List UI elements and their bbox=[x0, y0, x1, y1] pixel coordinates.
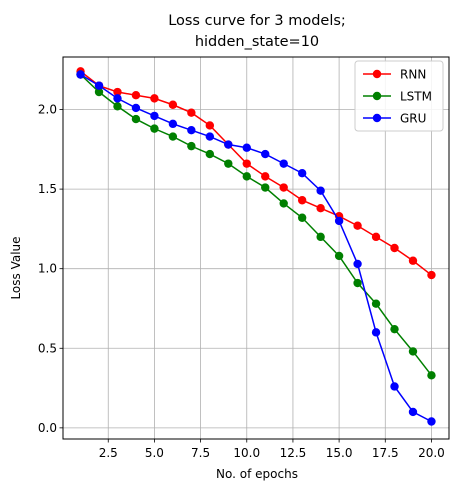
legend-item-gru: GRU bbox=[363, 112, 426, 126]
data-point-rnn bbox=[150, 94, 159, 103]
data-point-gru bbox=[408, 407, 418, 417]
data-point-gru bbox=[427, 417, 436, 426]
data-point-lstm bbox=[242, 172, 251, 181]
y-tick-label: 1.5 bbox=[38, 182, 57, 196]
y-tick-label: 2.0 bbox=[38, 103, 57, 117]
data-point-rnn bbox=[427, 270, 436, 280]
series-gru bbox=[76, 70, 436, 426]
y-axis-label: Loss Value bbox=[9, 236, 23, 299]
data-point-gru bbox=[297, 168, 307, 178]
data-point-lstm bbox=[131, 114, 141, 124]
data-point-lstm bbox=[316, 232, 325, 242]
x-tick-label: 2.5 bbox=[99, 446, 118, 460]
data-point-rnn bbox=[205, 121, 215, 130]
x-tick-label: 17.5 bbox=[372, 446, 399, 460]
data-point-gru bbox=[316, 186, 325, 195]
data-point-gru bbox=[205, 132, 215, 141]
legend-marker-lstm bbox=[372, 91, 382, 101]
x-axis-label: No. of epochs bbox=[216, 467, 298, 481]
axis-ticks: 2.5 5.0 7.5 10.0 12.5 15.0 17.5 20.0 0.0 0.5 1.0 1.… bbox=[38, 103, 445, 460]
data-point-gru bbox=[261, 149, 270, 159]
data-point-rnn bbox=[279, 183, 288, 192]
data-point-gru bbox=[131, 103, 141, 113]
data-point-rnn bbox=[187, 108, 196, 117]
data-point-rnn bbox=[371, 232, 381, 242]
y-tick-label: 0.0 bbox=[38, 421, 57, 435]
data-point-rnn bbox=[261, 172, 270, 181]
data-point-gru bbox=[371, 328, 381, 337]
data-point-gru bbox=[224, 140, 233, 149]
data-point-gru bbox=[113, 94, 122, 103]
chart-title-line-1: Loss curve for 3 models; bbox=[168, 13, 346, 29]
data-point-lstm bbox=[261, 183, 270, 192]
x-tick-label: 15.0 bbox=[326, 446, 353, 460]
data-point-rnn bbox=[390, 243, 399, 253]
legend-marker-gru bbox=[372, 113, 382, 123]
data-point-gru bbox=[150, 111, 159, 121]
data-point-rnn bbox=[353, 221, 362, 230]
legend-item-rnn: RNN bbox=[363, 68, 426, 82]
data-point-lstm bbox=[113, 102, 122, 111]
chart-title-line-2: hidden_state=10 bbox=[195, 34, 319, 50]
x-tick-label: 12.5 bbox=[280, 446, 307, 460]
legend: RNN LSTM GRU bbox=[354, 60, 444, 132]
legend-label-lstm: LSTM bbox=[400, 90, 432, 104]
data-point-lstm bbox=[150, 124, 159, 133]
y-tick-label: 0.5 bbox=[38, 341, 57, 355]
data-point-lstm bbox=[94, 87, 104, 97]
data-point-lstm bbox=[371, 299, 381, 308]
data-point-gru bbox=[279, 159, 288, 168]
data-point-lstm bbox=[187, 141, 196, 151]
data-point-rnn bbox=[297, 196, 307, 205]
data-point-lstm bbox=[353, 278, 362, 288]
data-point-lstm bbox=[390, 324, 399, 334]
data-point-gru bbox=[334, 216, 344, 226]
series-lstm bbox=[76, 70, 436, 380]
y-tick-label: 1.0 bbox=[38, 262, 57, 276]
data-point-gru bbox=[94, 81, 104, 90]
data-point-rnn bbox=[113, 87, 122, 97]
data-point-gru bbox=[168, 119, 178, 129]
legend-label-rnn: RNN bbox=[400, 68, 426, 82]
data-point-lstm bbox=[427, 371, 436, 380]
data-point-gru bbox=[242, 143, 251, 152]
data-point-gru bbox=[76, 70, 85, 79]
series-layer bbox=[76, 67, 436, 426]
data-point-rnn bbox=[242, 159, 251, 168]
x-tick-label: 5.0 bbox=[145, 446, 164, 460]
plot-area-frame bbox=[62, 56, 450, 440]
data-point-lstm bbox=[408, 347, 418, 356]
x-tick-label: 10.0 bbox=[233, 446, 260, 460]
legend-item-lstm: LSTM bbox=[363, 90, 432, 104]
data-point-rnn bbox=[316, 204, 325, 213]
data-point-lstm bbox=[224, 159, 233, 168]
data-point-gru bbox=[390, 382, 399, 391]
data-point-lstm bbox=[279, 199, 288, 208]
data-point-rnn bbox=[131, 91, 141, 100]
data-point-lstm bbox=[168, 132, 178, 141]
data-point-lstm bbox=[297, 213, 307, 222]
data-point-rnn bbox=[408, 256, 418, 265]
data-point-rnn bbox=[168, 100, 178, 109]
data-point-gru bbox=[187, 126, 196, 135]
data-point-lstm bbox=[334, 251, 344, 261]
legend-label-gru: GRU bbox=[400, 112, 426, 126]
data-point-lstm bbox=[205, 149, 215, 159]
x-tick-label: 7.5 bbox=[191, 446, 210, 460]
legend-marker-rnn bbox=[372, 69, 382, 79]
legend-box bbox=[354, 60, 444, 132]
x-tick-label: 20.0 bbox=[418, 446, 445, 460]
data-point-gru bbox=[353, 259, 362, 269]
